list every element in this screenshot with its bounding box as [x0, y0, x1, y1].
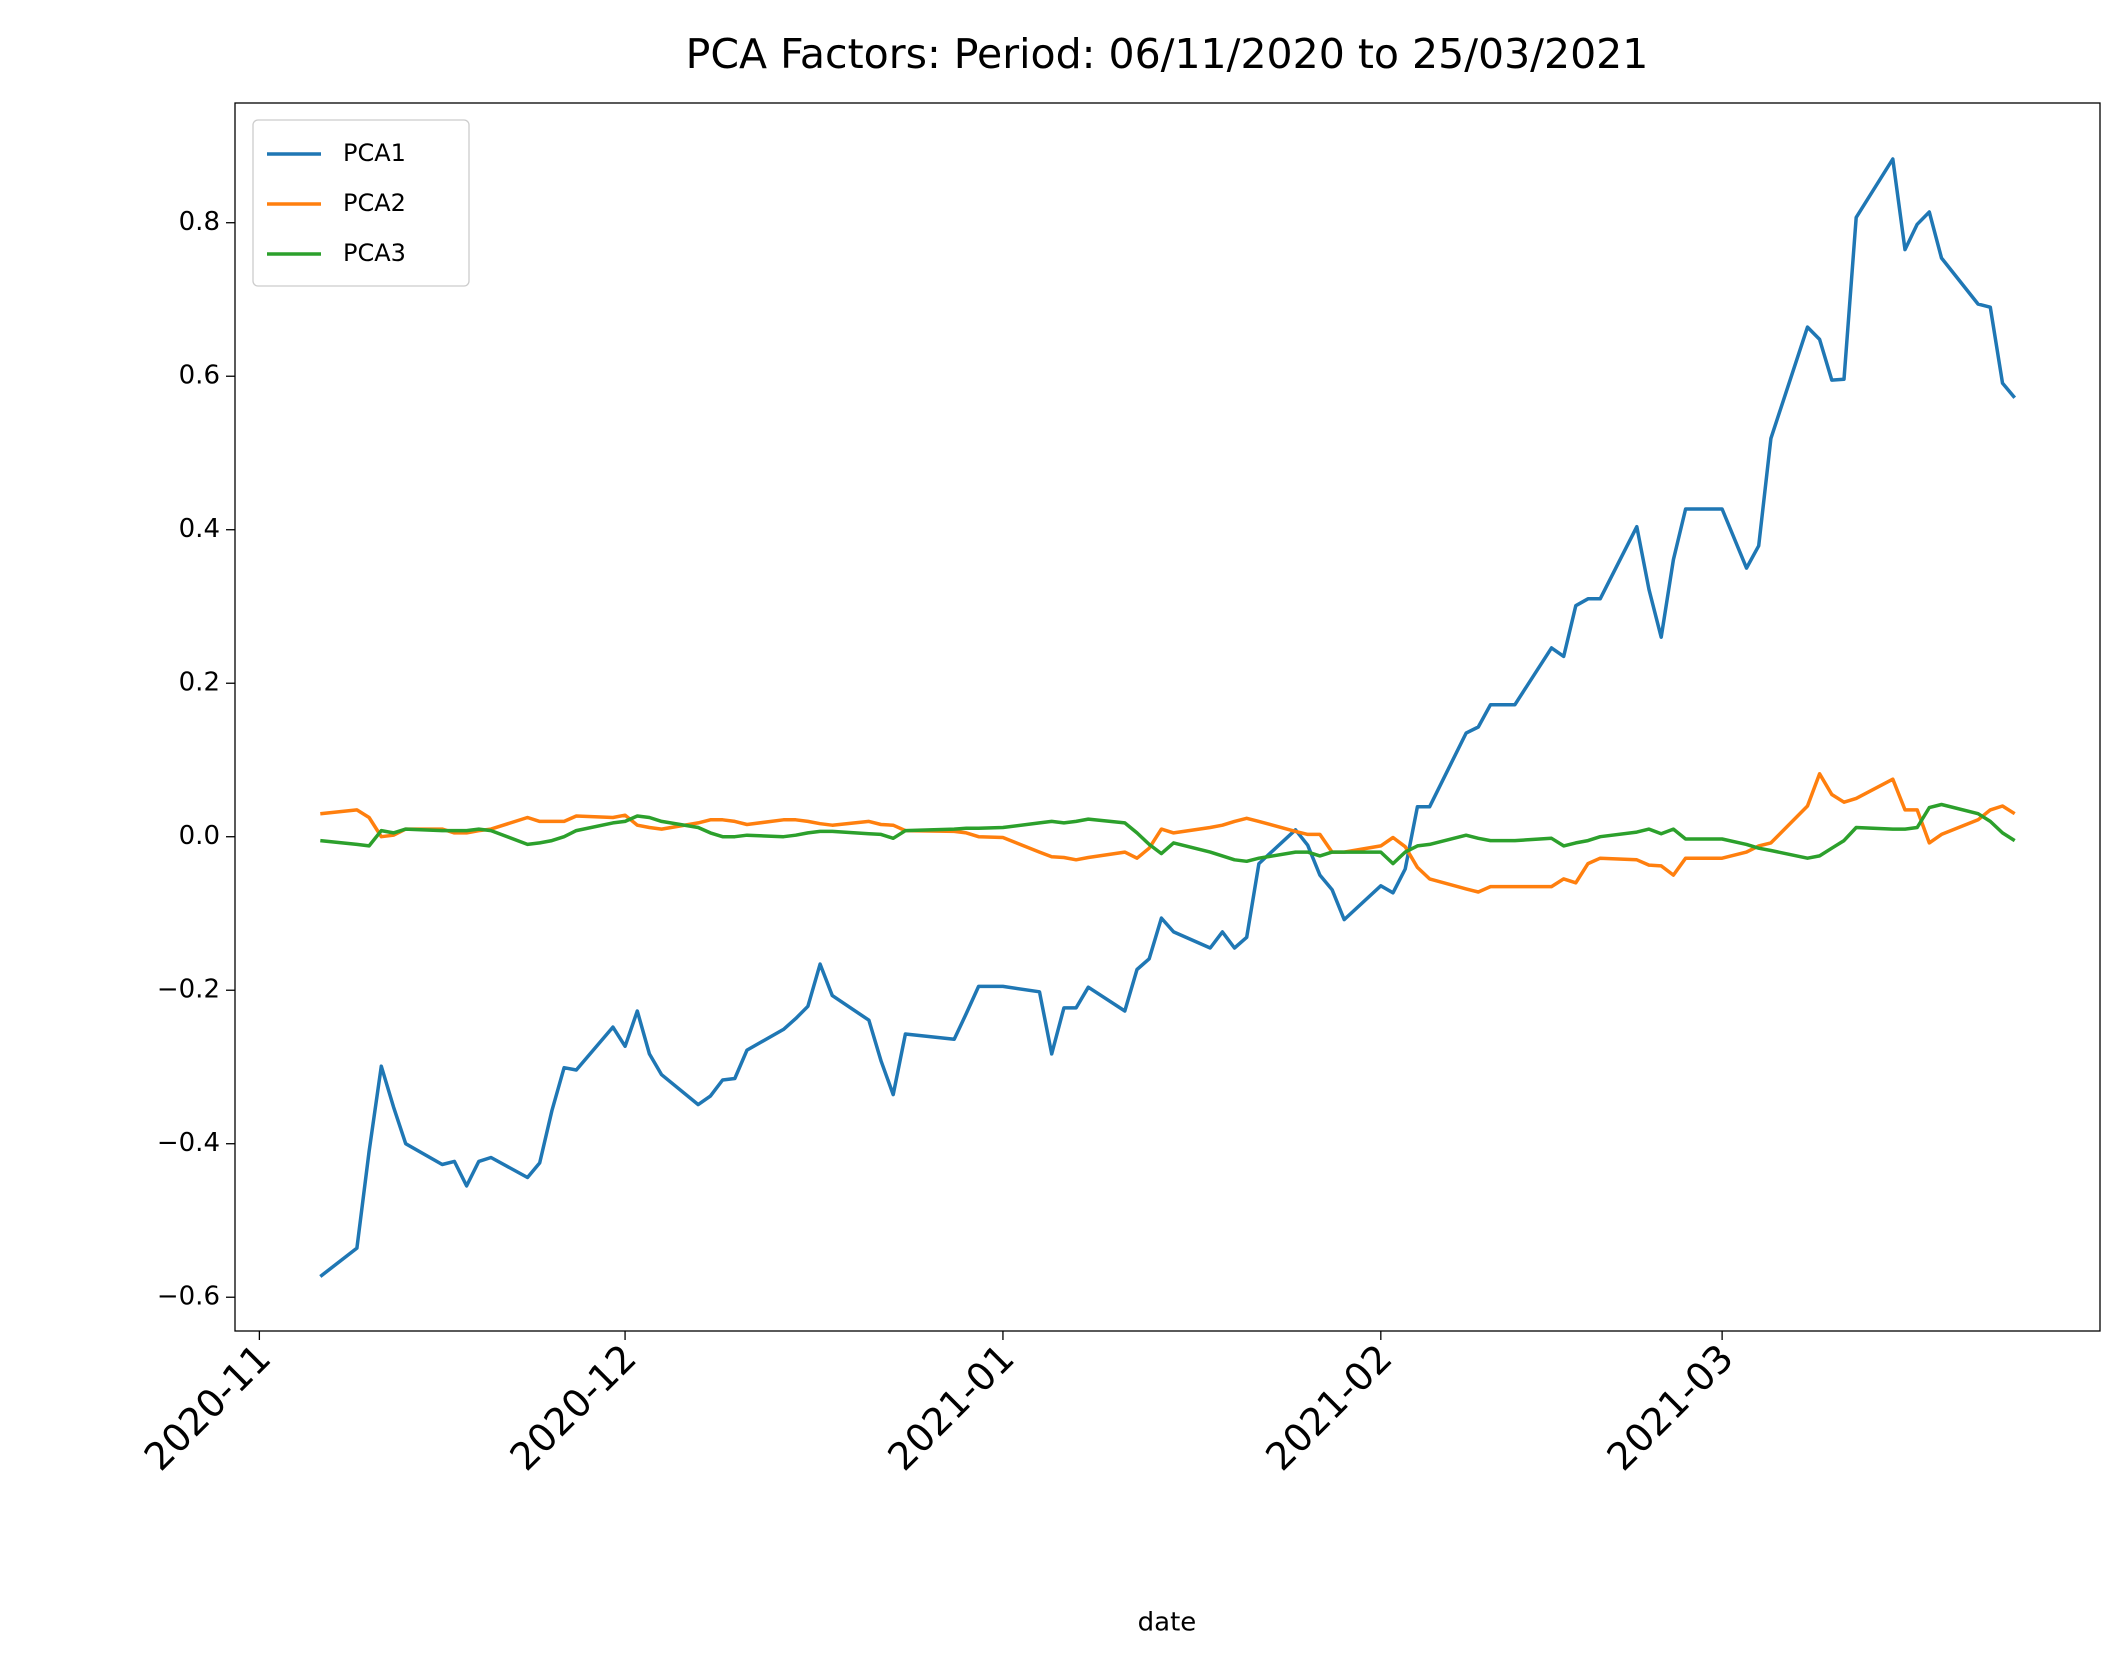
series-line: [320, 802, 2016, 866]
y-tick-label: −0.6: [157, 1282, 220, 1312]
legend-label: PCA2: [343, 189, 406, 217]
y-tick-label: 0.6: [179, 361, 220, 391]
x-tick-label: 2021-03: [1599, 1336, 1742, 1479]
legend-box: [252, 119, 470, 287]
x-tick-label: 2021-02: [1257, 1336, 1400, 1479]
chart-title: PCA Factors: Period: 06/11/2020 to 25/03…: [686, 30, 1649, 78]
plot-frame: [234, 102, 2101, 1332]
y-tick-label: 0.0: [179, 821, 220, 851]
y-tick-label: 0.4: [179, 514, 220, 544]
x-tick-label: 2020-12: [501, 1336, 644, 1479]
y-tick-label: −0.4: [157, 1128, 220, 1158]
y-tick-label: −0.2: [157, 975, 220, 1005]
series-line: [320, 772, 2016, 894]
y-tick-label: 0.2: [179, 668, 220, 698]
y-tick-label: 0.8: [179, 207, 220, 237]
x-tick-label: 2020-11: [136, 1336, 279, 1479]
x-axis-label: date: [1138, 1608, 1197, 1638]
legend-label: PCA3: [343, 239, 406, 267]
legend-label: PCA1: [343, 139, 406, 167]
x-tick-label: 2021-01: [879, 1336, 1022, 1479]
series-line: [319, 157, 2017, 1278]
